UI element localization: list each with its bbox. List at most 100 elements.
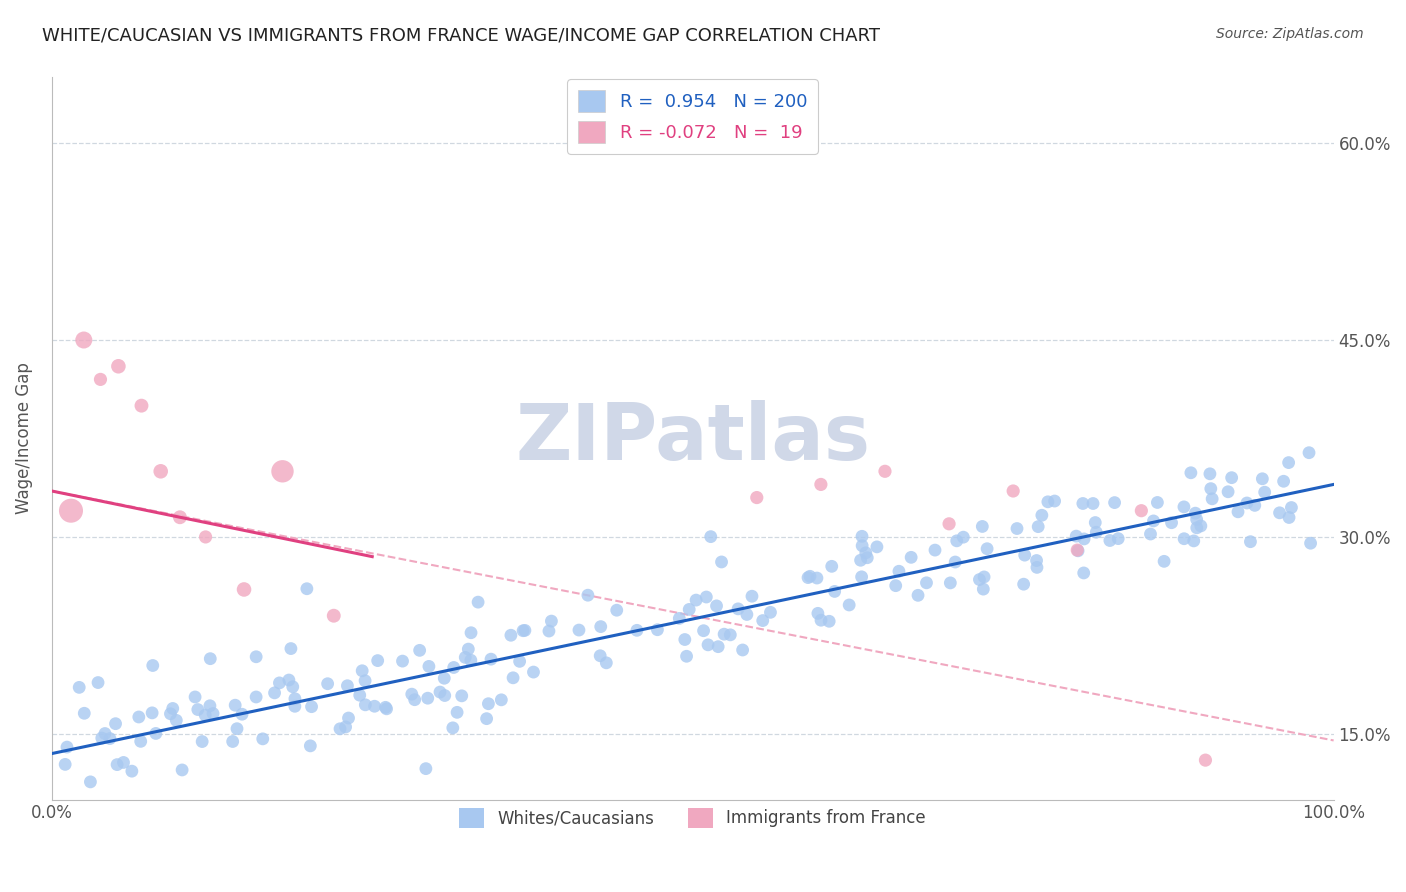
Point (499, 628, 522, 642)
Point (1142, 514, 1164, 528)
Point (1173, 500, 1195, 514)
Point (202, 706, 225, 721)
Point (727, 602, 749, 616)
Point (945, 533, 967, 548)
Point (149, 464, 172, 478)
Point (194, 708, 217, 723)
Point (697, 638, 720, 652)
Point (433, 671, 456, 685)
Point (446, 706, 468, 720)
Point (443, 660, 465, 674)
Point (1298, 446, 1320, 460)
Point (1253, 485, 1275, 500)
Point (1199, 482, 1222, 496)
Point (87, 675, 110, 690)
Point (1064, 529, 1087, 543)
Point (851, 539, 873, 553)
Point (1281, 500, 1303, 515)
Point (810, 613, 832, 627)
Point (284, 691, 307, 706)
Point (1012, 577, 1035, 591)
Point (1139, 527, 1161, 541)
Point (1185, 512, 1208, 526)
Point (245, 690, 267, 704)
Point (1081, 496, 1104, 510)
Point (1073, 566, 1095, 580)
Point (89, 372, 111, 386)
Point (1085, 525, 1108, 540)
Point (352, 664, 374, 678)
Point (537, 624, 560, 638)
Point (159, 706, 181, 721)
Point (969, 573, 991, 587)
Point (976, 541, 998, 556)
Point (1189, 519, 1212, 533)
Point (540, 614, 562, 628)
Point (1182, 533, 1205, 548)
Point (1031, 508, 1053, 523)
Point (367, 654, 389, 668)
Point (226, 722, 249, 736)
Point (1146, 495, 1168, 509)
Point (1005, 522, 1028, 536)
Point (460, 653, 482, 667)
Point (1251, 472, 1274, 486)
Point (245, 649, 267, 664)
Point (943, 555, 966, 569)
Point (56, 740, 79, 755)
Text: Source: ZipAtlas.com: Source: ZipAtlas.com (1216, 27, 1364, 41)
Point (1201, 491, 1223, 506)
Point (952, 530, 974, 544)
Point (416, 691, 439, 706)
Point (589, 619, 612, 633)
Point (700, 530, 723, 544)
Point (200, 651, 222, 665)
Point (513, 624, 536, 638)
Point (1180, 466, 1202, 480)
Point (284, 699, 307, 714)
Point (1098, 533, 1121, 548)
Point (129, 734, 152, 748)
Point (1160, 516, 1182, 530)
Point (172, 763, 194, 777)
Point (375, 702, 398, 716)
Point (972, 582, 994, 596)
Point (479, 652, 502, 666)
Point (194, 530, 217, 544)
Point (900, 550, 922, 565)
Point (806, 571, 828, 585)
Point (821, 559, 844, 574)
Point (849, 553, 872, 567)
Point (1104, 495, 1126, 509)
Point (1199, 467, 1222, 481)
Point (221, 734, 243, 748)
Point (824, 584, 846, 599)
Point (678, 602, 700, 616)
Point (233, 582, 256, 597)
Point (429, 685, 451, 699)
Point (79, 775, 101, 789)
Point (316, 677, 339, 691)
Point (1066, 543, 1088, 558)
Point (73, 706, 96, 721)
Point (606, 603, 628, 617)
Point (1243, 499, 1265, 513)
Point (589, 648, 612, 663)
Point (231, 707, 253, 722)
Point (280, 641, 302, 656)
Point (1002, 483, 1025, 498)
Point (354, 698, 377, 712)
Point (851, 529, 873, 543)
Point (337, 711, 360, 725)
Point (735, 607, 758, 622)
Point (1299, 536, 1322, 550)
Point (329, 722, 352, 736)
Point (866, 540, 889, 554)
Point (475, 712, 498, 726)
Point (675, 649, 697, 664)
Point (335, 720, 357, 734)
Point (269, 676, 291, 690)
Point (924, 543, 946, 558)
Point (939, 575, 962, 590)
Point (112, 756, 135, 770)
